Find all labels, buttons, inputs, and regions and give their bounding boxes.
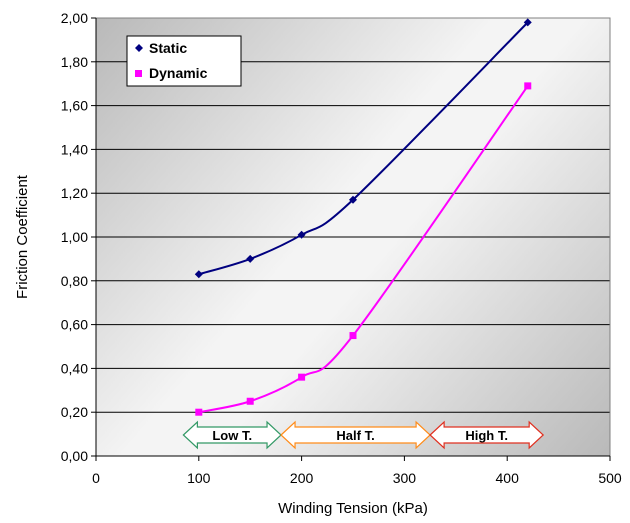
x-axis-title: Winding Tension (kPa) bbox=[278, 500, 428, 517]
x-tick-label: 300 bbox=[393, 470, 417, 486]
x-tick-label: 400 bbox=[496, 470, 520, 486]
y-tick-label: 0,60 bbox=[61, 317, 88, 333]
data-point-static bbox=[297, 230, 306, 239]
series-line-static bbox=[198, 21, 529, 276]
y-tick-label: 0,80 bbox=[61, 273, 88, 289]
range-label: Low T. bbox=[212, 428, 252, 443]
x-tick-labels: 0 100 200 300 400 500 bbox=[92, 456, 622, 486]
x-tick-label: 100 bbox=[187, 470, 211, 486]
legend-dynamic-label: Dynamic bbox=[149, 65, 208, 81]
series-layer bbox=[194, 18, 532, 416]
legend-dynamic-marker bbox=[135, 70, 142, 77]
data-point-dynamic bbox=[349, 332, 357, 340]
legend: Static Dynamic bbox=[126, 35, 242, 87]
range-label: Half T. bbox=[336, 428, 374, 443]
y-tick-label: 1,00 bbox=[61, 229, 88, 245]
y-tick-label: 1,20 bbox=[61, 185, 88, 201]
range-label: High T. bbox=[465, 428, 508, 443]
range-arrow bbox=[429, 420, 545, 450]
y-tick-label: 1,80 bbox=[61, 54, 88, 70]
range-annotations: Low T. Half T. High T. bbox=[182, 420, 545, 450]
data-point-dynamic bbox=[246, 397, 254, 405]
legend-static-label: Static bbox=[149, 40, 187, 56]
y-axis-title: Friction Coefficient bbox=[14, 174, 31, 299]
x-tick-label: 200 bbox=[290, 470, 314, 486]
data-point-static bbox=[194, 270, 203, 279]
data-point-dynamic bbox=[195, 408, 203, 416]
x-tick-label: 0 bbox=[92, 470, 100, 486]
y-tick-label: 0,40 bbox=[61, 360, 88, 376]
y-tick-label: 1,40 bbox=[61, 141, 88, 157]
data-point-dynamic bbox=[524, 82, 532, 90]
legend-box bbox=[126, 35, 242, 87]
y-tick-label: 1,60 bbox=[61, 98, 88, 114]
data-point-static bbox=[246, 254, 255, 263]
data-point-static bbox=[349, 195, 357, 204]
y-tick-label: 2,00 bbox=[61, 10, 88, 26]
y-tick-labels: 0,00 0,20 0,40 0,60 0,80 1,00 1,20 1,40 1,60 1,80… bbox=[61, 10, 96, 464]
x-tick-label: 500 bbox=[598, 470, 622, 486]
y-tick-label: 0,00 bbox=[61, 448, 88, 464]
y-tick-label: 0,20 bbox=[61, 404, 88, 420]
data-point-dynamic bbox=[298, 373, 306, 381]
legend-static-marker bbox=[135, 44, 143, 52]
data-point-static bbox=[523, 18, 532, 27]
